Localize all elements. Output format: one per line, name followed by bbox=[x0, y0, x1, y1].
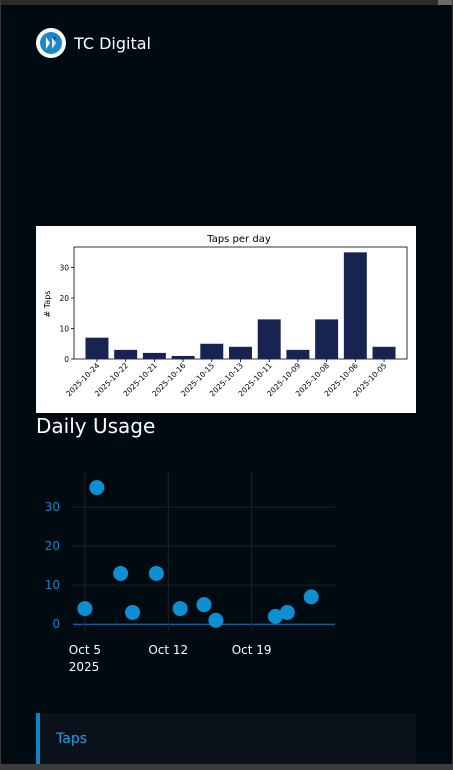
bar-chart-ylabel: # Taps bbox=[43, 291, 52, 318]
app-header: TC Digital bbox=[36, 28, 151, 58]
scatter-y-tick-label: 0 bbox=[52, 617, 60, 631]
scatter-plot-area: 0 10 20 30 Oct 5 Oct 12 Oct 19 bbox=[45, 472, 335, 657]
scatter-point bbox=[303, 589, 319, 605]
scatter-point bbox=[113, 565, 129, 581]
daily-usage-scatter-chart: 0 10 20 30 Oct 5 Oct 12 Oct 19 2025 bbox=[36, 470, 346, 685]
bar bbox=[257, 319, 281, 359]
scatter-y-tick-label: 20 bbox=[45, 539, 60, 553]
scatter-y-tick-label: 10 bbox=[45, 578, 60, 592]
scatter-point bbox=[208, 612, 224, 628]
tc-digital-logo-icon[interactable] bbox=[36, 28, 66, 58]
bar-y-tick-label: 0 bbox=[64, 355, 69, 364]
bar-y-tick-label: 10 bbox=[59, 325, 69, 334]
bar bbox=[286, 349, 310, 359]
taps-card-label: Taps bbox=[56, 731, 87, 747]
window-top-bar bbox=[0, 0, 453, 5]
scatter-point bbox=[279, 604, 295, 620]
bar-chart-title: Taps per day bbox=[206, 234, 271, 245]
bar-y-tick-label: 20 bbox=[59, 294, 69, 303]
scatter-point bbox=[148, 565, 164, 581]
bar bbox=[171, 355, 195, 359]
scatter-y-tick-label: 30 bbox=[45, 500, 60, 514]
scatter-x-tick-label: Oct 19 bbox=[232, 643, 272, 657]
scatter-point bbox=[267, 608, 283, 624]
bar-plot-area: 01020302025-10-242025-10-222025-10-21202… bbox=[59, 246, 408, 398]
taps-per-day-chart: Taps per day # Taps 0 10 20 30 2025-10-24 202… bbox=[36, 226, 416, 413]
bar bbox=[372, 346, 396, 359]
scrollbar-thumb[interactable] bbox=[438, 0, 452, 5]
taps-card[interactable]: Taps bbox=[36, 713, 416, 764]
scatter-chart-svg: 0 10 20 30 Oct 5 Oct 12 Oct 19 2025 bbox=[45, 472, 335, 674]
scatter-x-tick-label: Oct 5 bbox=[69, 643, 101, 657]
bar bbox=[85, 337, 109, 359]
bar bbox=[229, 346, 252, 359]
brand-name[interactable]: TC Digital bbox=[74, 33, 151, 53]
scatter-point bbox=[89, 480, 105, 496]
scatter-point bbox=[196, 597, 212, 613]
bar bbox=[315, 319, 339, 359]
bar bbox=[343, 252, 367, 359]
window-left-border bbox=[0, 0, 1, 770]
window-bottom-bar bbox=[0, 764, 453, 770]
scatter-x-year: 2025 bbox=[69, 660, 100, 674]
scatter-x-tick-label: Oct 12 bbox=[148, 643, 188, 657]
scatter-point bbox=[125, 604, 141, 620]
bar-chart-svg: Taps per day # Taps 01020302025-10-24202… bbox=[43, 234, 408, 398]
bar bbox=[200, 343, 224, 359]
scatter-point bbox=[172, 601, 188, 617]
bar bbox=[142, 352, 166, 359]
bar-y-tick-label: 30 bbox=[59, 264, 69, 273]
scatter-point bbox=[77, 601, 93, 617]
daily-usage-title: Daily Usage bbox=[36, 414, 156, 438]
bar bbox=[114, 349, 138, 359]
